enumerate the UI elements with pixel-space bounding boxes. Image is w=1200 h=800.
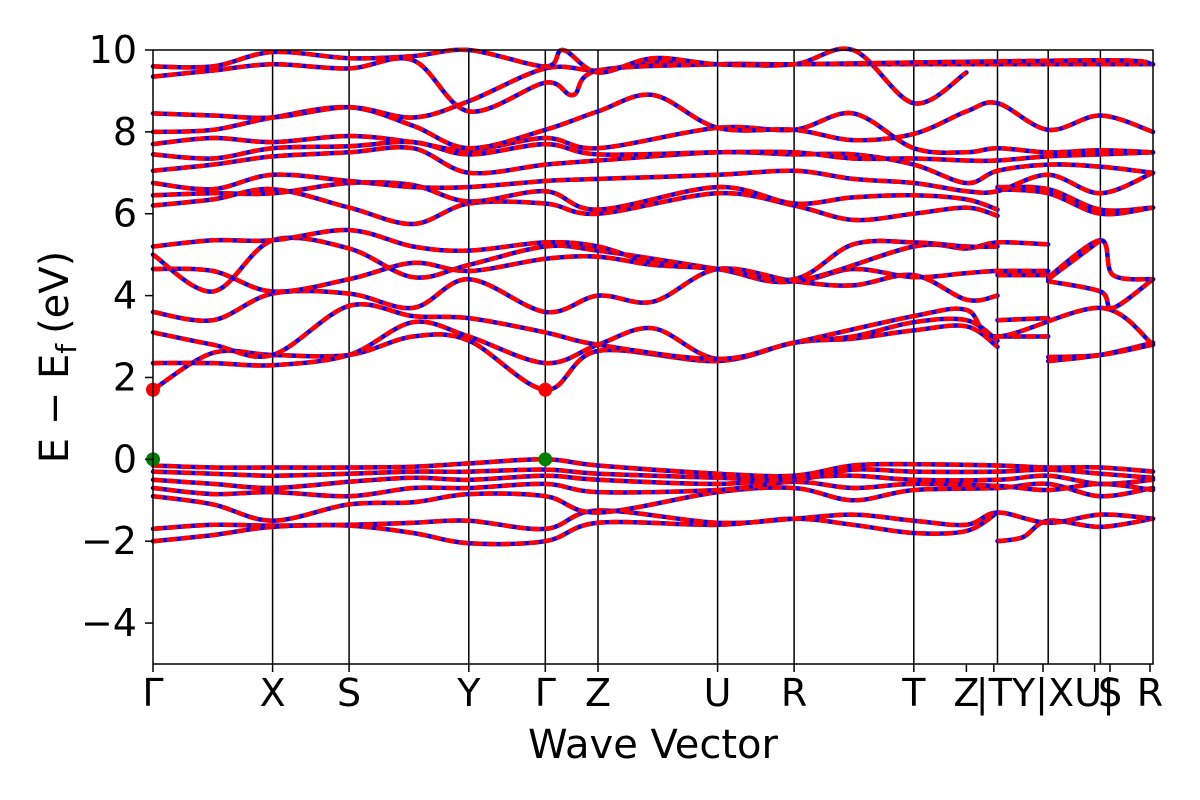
x-tick-label-14: R xyxy=(1137,671,1163,715)
y-tick-label-0: 10 xyxy=(89,28,137,72)
x-tick-label-10: |T xyxy=(976,671,1013,716)
plot-frame xyxy=(152,49,1154,665)
cbm-marker-1 xyxy=(538,382,553,397)
band-3-seg-0-spin-down xyxy=(152,479,1154,499)
band-8-seg-1-spin-down xyxy=(997,315,1049,323)
x-tick-label-8: T xyxy=(901,671,926,715)
band-6-seg-0-spin-down xyxy=(152,457,1154,479)
y-tick-label-7: −4 xyxy=(81,601,137,645)
y-axis-ticks: 10 8 6 4 2 0 −2 −4 xyxy=(81,28,153,645)
band-8-seg-2-spin-down xyxy=(1048,342,1154,360)
band-4-seg-0-spin-down xyxy=(152,473,1154,491)
x-tick-label-7: R xyxy=(781,671,807,715)
x-tick-label-12: U| xyxy=(1074,671,1115,716)
x-tick-label-4: Γ xyxy=(535,671,556,715)
y-tick-label-5: 0 xyxy=(113,437,137,481)
band-14-seg-0-spin-down xyxy=(152,186,999,227)
y-tick-label-2: 6 xyxy=(113,192,137,236)
band-13-seg-0-spin-down xyxy=(152,227,998,283)
y-axis-title: E − Ef (eV) xyxy=(32,251,83,464)
x-tick-label-11: Y|X xyxy=(1011,671,1074,716)
y-axis-title-units: (eV) xyxy=(32,251,78,334)
band-15-seg-0-spin-down xyxy=(152,180,999,212)
band-18-seg-0-spin-down xyxy=(152,139,1154,164)
band-14-seg-1-spin-down xyxy=(997,186,1154,217)
x-tick-label-3: Y xyxy=(456,671,481,715)
y-axis-title-subscript: f xyxy=(50,343,83,354)
band-11-seg-1-spin-down xyxy=(1046,238,1154,282)
y-tick-label-1: 8 xyxy=(113,110,137,154)
band-7-seg-0-spin-down xyxy=(151,323,999,392)
x-axis-title: Wave Vector xyxy=(528,722,779,768)
x-axis-ticks: Γ X S Y Γ Z U R T Z|T Y|X U|S R xyxy=(142,664,1163,716)
x-tick-label-13: S xyxy=(1098,671,1122,715)
band-16-seg-0-spin-down xyxy=(152,168,1154,196)
band-9-seg-0-spin-down xyxy=(152,302,1155,362)
band-5-seg-0-spin-down xyxy=(152,467,1154,483)
y-tick-label-6: −2 xyxy=(81,519,137,563)
band-22-seg-0-spin-down xyxy=(152,56,1153,114)
band-19-seg-0-spin-down xyxy=(152,110,1154,155)
band-1-seg-0-spin-down xyxy=(152,508,1154,532)
x-tick-label-6: U xyxy=(704,671,732,715)
x-tick-label-0: Γ xyxy=(142,671,163,715)
y-tick-label-3: 4 xyxy=(113,274,137,318)
x-tick-label-2: S xyxy=(337,671,361,715)
y-tick-label-4: 2 xyxy=(113,355,137,399)
vbm-marker-1 xyxy=(538,452,553,467)
band-15-seg-1-spin-down xyxy=(997,184,1154,213)
band-12-seg-1-spin-down xyxy=(1046,238,1102,282)
band-10-seg-2-spin-down xyxy=(1047,277,1155,311)
x-tick-label-9: Z xyxy=(953,671,979,715)
x-tick-label-5: Z xyxy=(585,671,611,715)
x-tick-label-1: X xyxy=(260,671,286,715)
band-11-seg-0-spin-down xyxy=(152,254,1049,294)
y-axis-title-main: E − E xyxy=(32,354,78,464)
